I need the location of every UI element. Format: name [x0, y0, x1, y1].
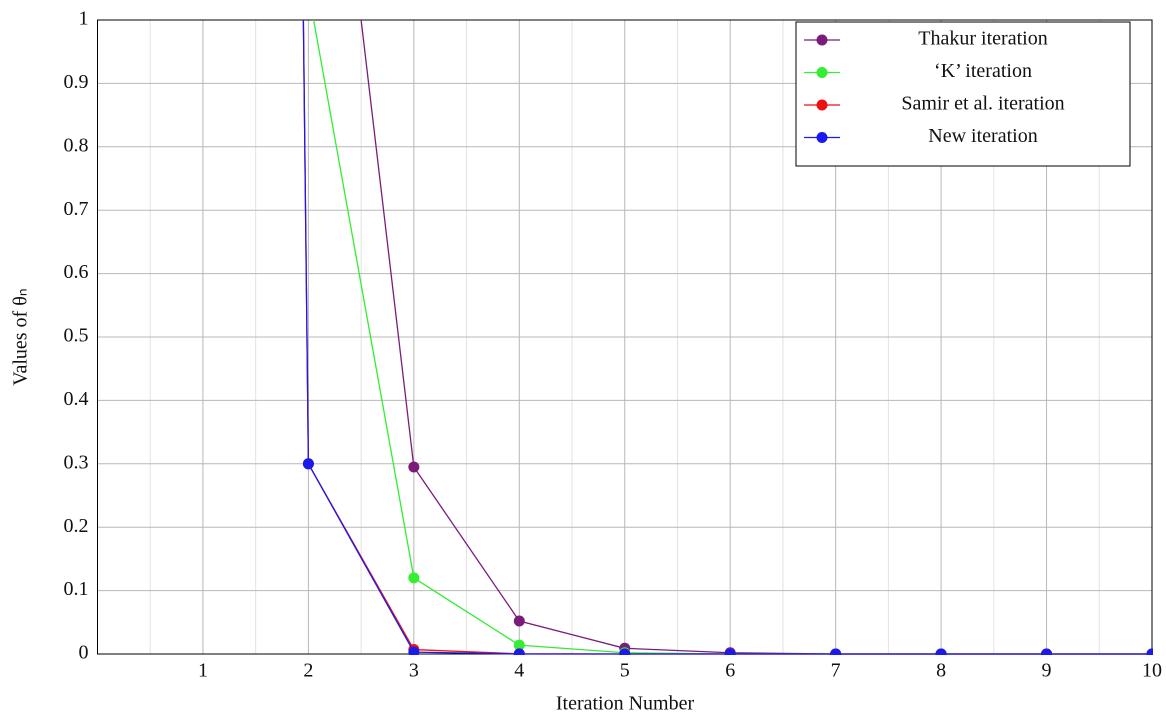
x-tick-label: 2	[303, 660, 313, 682]
plot-area	[302, 20, 1153, 655]
y-tick-label: 0.9	[64, 71, 89, 93]
data-point	[724, 648, 736, 655]
x-tick-label: 9	[1042, 660, 1052, 682]
y-tick-label: 0.4	[64, 388, 89, 410]
data-point	[408, 461, 420, 473]
data-point	[408, 646, 420, 655]
legend-label: New iteration	[928, 125, 1037, 147]
y-tick-label: 0.3	[64, 451, 89, 473]
data-point	[302, 458, 314, 470]
data-point	[1146, 648, 1153, 655]
x-tick-label: 5	[620, 660, 630, 682]
legend-box	[795, 21, 1131, 167]
x-tick-label: 1	[198, 660, 208, 682]
x-tick-label: 8	[936, 660, 946, 682]
legend-label: Thakur iteration	[918, 28, 1047, 50]
y-tick-label: 0	[79, 642, 89, 664]
x-tick-label: 7	[831, 660, 841, 682]
y-tick-label: 0.5	[64, 325, 89, 347]
y-tick-label: 1	[79, 8, 89, 30]
y-tick-label: 0.7	[64, 198, 89, 220]
legend-swatch-marker	[816, 99, 828, 111]
x-tick-label: 10	[1142, 660, 1162, 682]
data-point	[619, 648, 631, 655]
series-line	[302, 20, 1152, 655]
y-tick-label: 0.1	[64, 578, 89, 600]
legend-swatch-marker	[816, 67, 828, 78]
x-tick-label: 6	[725, 660, 735, 682]
data-point	[513, 639, 525, 651]
y-tick-label: 0.2	[64, 515, 89, 537]
x-tick-label: 4	[514, 660, 524, 682]
y-axis-label: Values of θₙ	[10, 288, 32, 386]
x-tick-label: 3	[409, 660, 419, 682]
data-point	[1041, 648, 1053, 655]
legend-swatch-marker	[816, 132, 828, 143]
x-axis-label: Iteration Number	[556, 693, 695, 715]
legend-swatch-marker	[816, 34, 828, 46]
data-point	[935, 648, 947, 655]
legend-label: Samir et al. iteration	[901, 93, 1064, 115]
legend-label: ‘K’ iteration	[934, 60, 1032, 82]
y-tick-label: 0.6	[64, 261, 89, 283]
y-tick-label: 0.8	[64, 134, 89, 156]
data-point	[513, 615, 525, 627]
data-point	[408, 572, 420, 584]
data-point	[830, 648, 842, 655]
data-point	[513, 648, 525, 655]
